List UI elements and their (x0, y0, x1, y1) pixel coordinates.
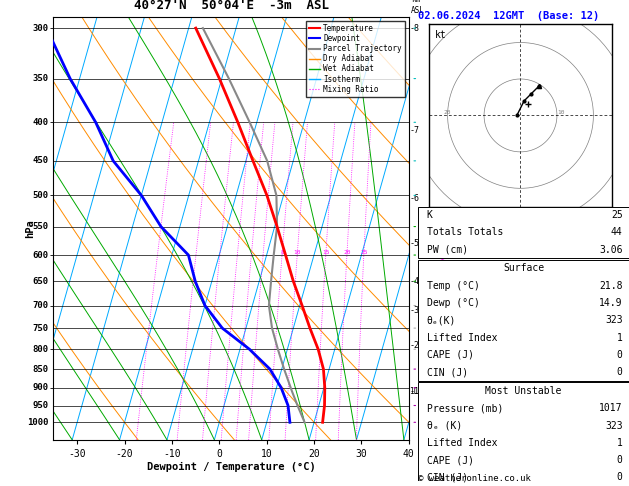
Text: 21.8: 21.8 (599, 281, 623, 291)
Text: hPa: hPa (25, 219, 35, 238)
Text: 600: 600 (32, 251, 48, 260)
Text: 8: 8 (280, 250, 284, 255)
Text: θₑ(K): θₑ(K) (426, 315, 456, 325)
Text: kt: kt (435, 30, 447, 40)
Text: 300: 300 (32, 24, 48, 33)
Text: 350: 350 (32, 74, 48, 83)
Text: 650: 650 (32, 277, 48, 286)
Text: -5: -5 (409, 240, 420, 248)
Text: 450: 450 (32, 156, 48, 165)
Text: θₑ (K): θₑ (K) (426, 420, 462, 431)
Text: 20: 20 (343, 250, 350, 255)
Text: PW (cm): PW (cm) (426, 245, 468, 255)
Text: km
ASL: km ASL (411, 0, 425, 15)
Text: 0: 0 (617, 350, 623, 360)
Text: Mixing Ratio (g/kg): Mixing Ratio (g/kg) (437, 181, 445, 276)
Text: 0: 0 (617, 455, 623, 465)
Text: -1: -1 (409, 387, 420, 396)
Text: 25: 25 (611, 210, 623, 220)
Bar (418, 382, 629, 486)
Text: Surface: Surface (503, 263, 544, 274)
Text: 950: 950 (32, 401, 48, 410)
Text: CIN (J): CIN (J) (426, 367, 468, 377)
Text: 1LCL: 1LCL (409, 387, 428, 396)
Text: -4: -4 (409, 277, 420, 286)
Legend: Temperature, Dewpoint, Parcel Trajectory, Dry Adiabat, Wet Adiabat, Isotherm, Mi: Temperature, Dewpoint, Parcel Trajectory… (306, 21, 405, 97)
Text: 750: 750 (32, 324, 48, 332)
Text: 323: 323 (605, 420, 623, 431)
Text: 1000: 1000 (26, 418, 48, 427)
Text: 40°27'N  50°04'E  -3m  ASL: 40°27'N 50°04'E -3m ASL (133, 0, 329, 12)
Text: Lifted Index: Lifted Index (426, 438, 497, 448)
Text: 1: 1 (617, 332, 623, 343)
Text: 0: 0 (617, 472, 623, 483)
Text: Dewp (°C): Dewp (°C) (426, 298, 479, 308)
Text: 10: 10 (557, 110, 564, 115)
Text: CAPE (J): CAPE (J) (426, 350, 474, 360)
Bar (418, 207, 629, 259)
Text: Pressure (mb): Pressure (mb) (426, 403, 503, 413)
Text: K: K (426, 210, 433, 220)
Text: 1: 1 (617, 438, 623, 448)
Text: 1017: 1017 (599, 403, 623, 413)
Text: Lifted Index: Lifted Index (426, 332, 497, 343)
Text: 3.06: 3.06 (599, 245, 623, 255)
Text: -2: -2 (409, 341, 420, 349)
Text: 10: 10 (294, 250, 301, 255)
Text: CAPE (J): CAPE (J) (426, 455, 474, 465)
Text: 500: 500 (32, 191, 48, 200)
Text: 14.9: 14.9 (599, 298, 623, 308)
Text: -7: -7 (409, 126, 420, 135)
X-axis label: Dewpoint / Temperature (°C): Dewpoint / Temperature (°C) (147, 462, 316, 472)
Text: 0: 0 (617, 367, 623, 377)
Text: CIN (J): CIN (J) (426, 472, 468, 483)
Text: 900: 900 (32, 383, 48, 392)
Text: Totals Totals: Totals Totals (426, 227, 503, 238)
Text: 550: 550 (32, 222, 48, 231)
Text: Most Unstable: Most Unstable (486, 386, 562, 396)
Text: 25: 25 (360, 250, 367, 255)
Text: 400: 400 (32, 118, 48, 127)
Text: 20: 20 (444, 110, 452, 115)
Text: 323: 323 (605, 315, 623, 325)
Text: 02.06.2024  12GMT  (Base: 12): 02.06.2024 12GMT (Base: 12) (418, 11, 599, 21)
Text: 800: 800 (32, 345, 48, 354)
Text: -8: -8 (409, 24, 420, 33)
Text: 700: 700 (32, 301, 48, 310)
Text: -6: -6 (409, 194, 420, 203)
Text: 850: 850 (32, 364, 48, 374)
Text: © weatheronline.co.uk: © weatheronline.co.uk (418, 474, 531, 483)
Bar (418, 260, 629, 381)
Text: -3: -3 (409, 306, 420, 314)
Text: 44: 44 (611, 227, 623, 238)
Text: 15: 15 (322, 250, 330, 255)
Text: Temp (°C): Temp (°C) (426, 281, 479, 291)
